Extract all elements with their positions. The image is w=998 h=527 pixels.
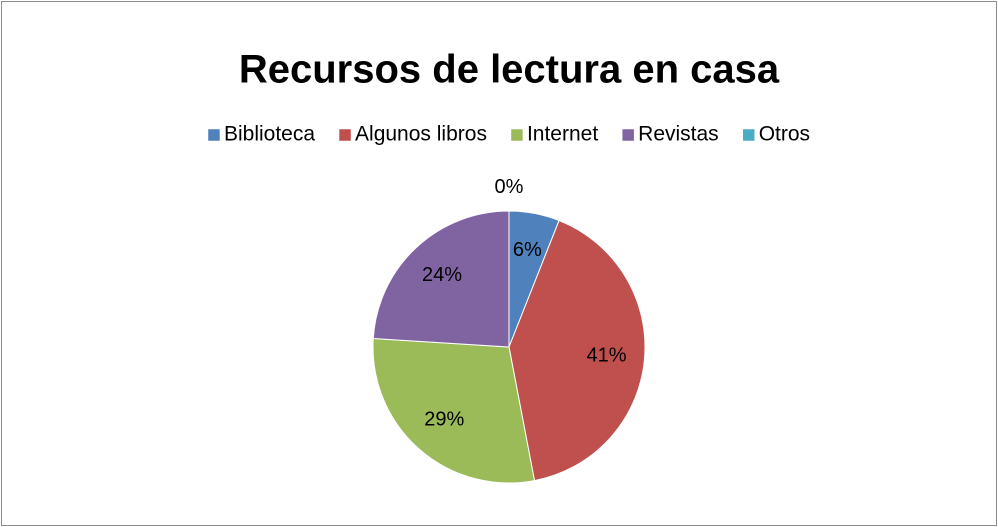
data-label: 24%: [422, 264, 462, 286]
data-label: 41%: [586, 344, 626, 366]
legend-swatch: [742, 128, 755, 142]
legend: Biblioteca Algunos libros Internet Revistas…: [207, 123, 810, 146]
pie-slice: [372, 210, 510, 348]
legend-swatch: [207, 128, 221, 142]
pie-slice: [372, 337, 536, 484]
data-label: 0%: [495, 176, 524, 198]
data-label: 29%: [424, 409, 464, 431]
legend-label: Algunos libros: [355, 123, 487, 146]
data-label: 6%: [513, 239, 542, 261]
chart-title: Recursos de lectura en casa: [239, 48, 780, 92]
legend-label: Revistas: [638, 123, 719, 146]
pie-slice: [508, 219, 646, 482]
legend-label: Otros: [759, 123, 810, 146]
legend-label: Biblioteca: [224, 123, 315, 146]
legend-swatch: [338, 128, 352, 142]
legend-label: Internet: [527, 123, 598, 146]
legend-swatch: [510, 128, 524, 142]
legend-swatch: [621, 128, 635, 142]
